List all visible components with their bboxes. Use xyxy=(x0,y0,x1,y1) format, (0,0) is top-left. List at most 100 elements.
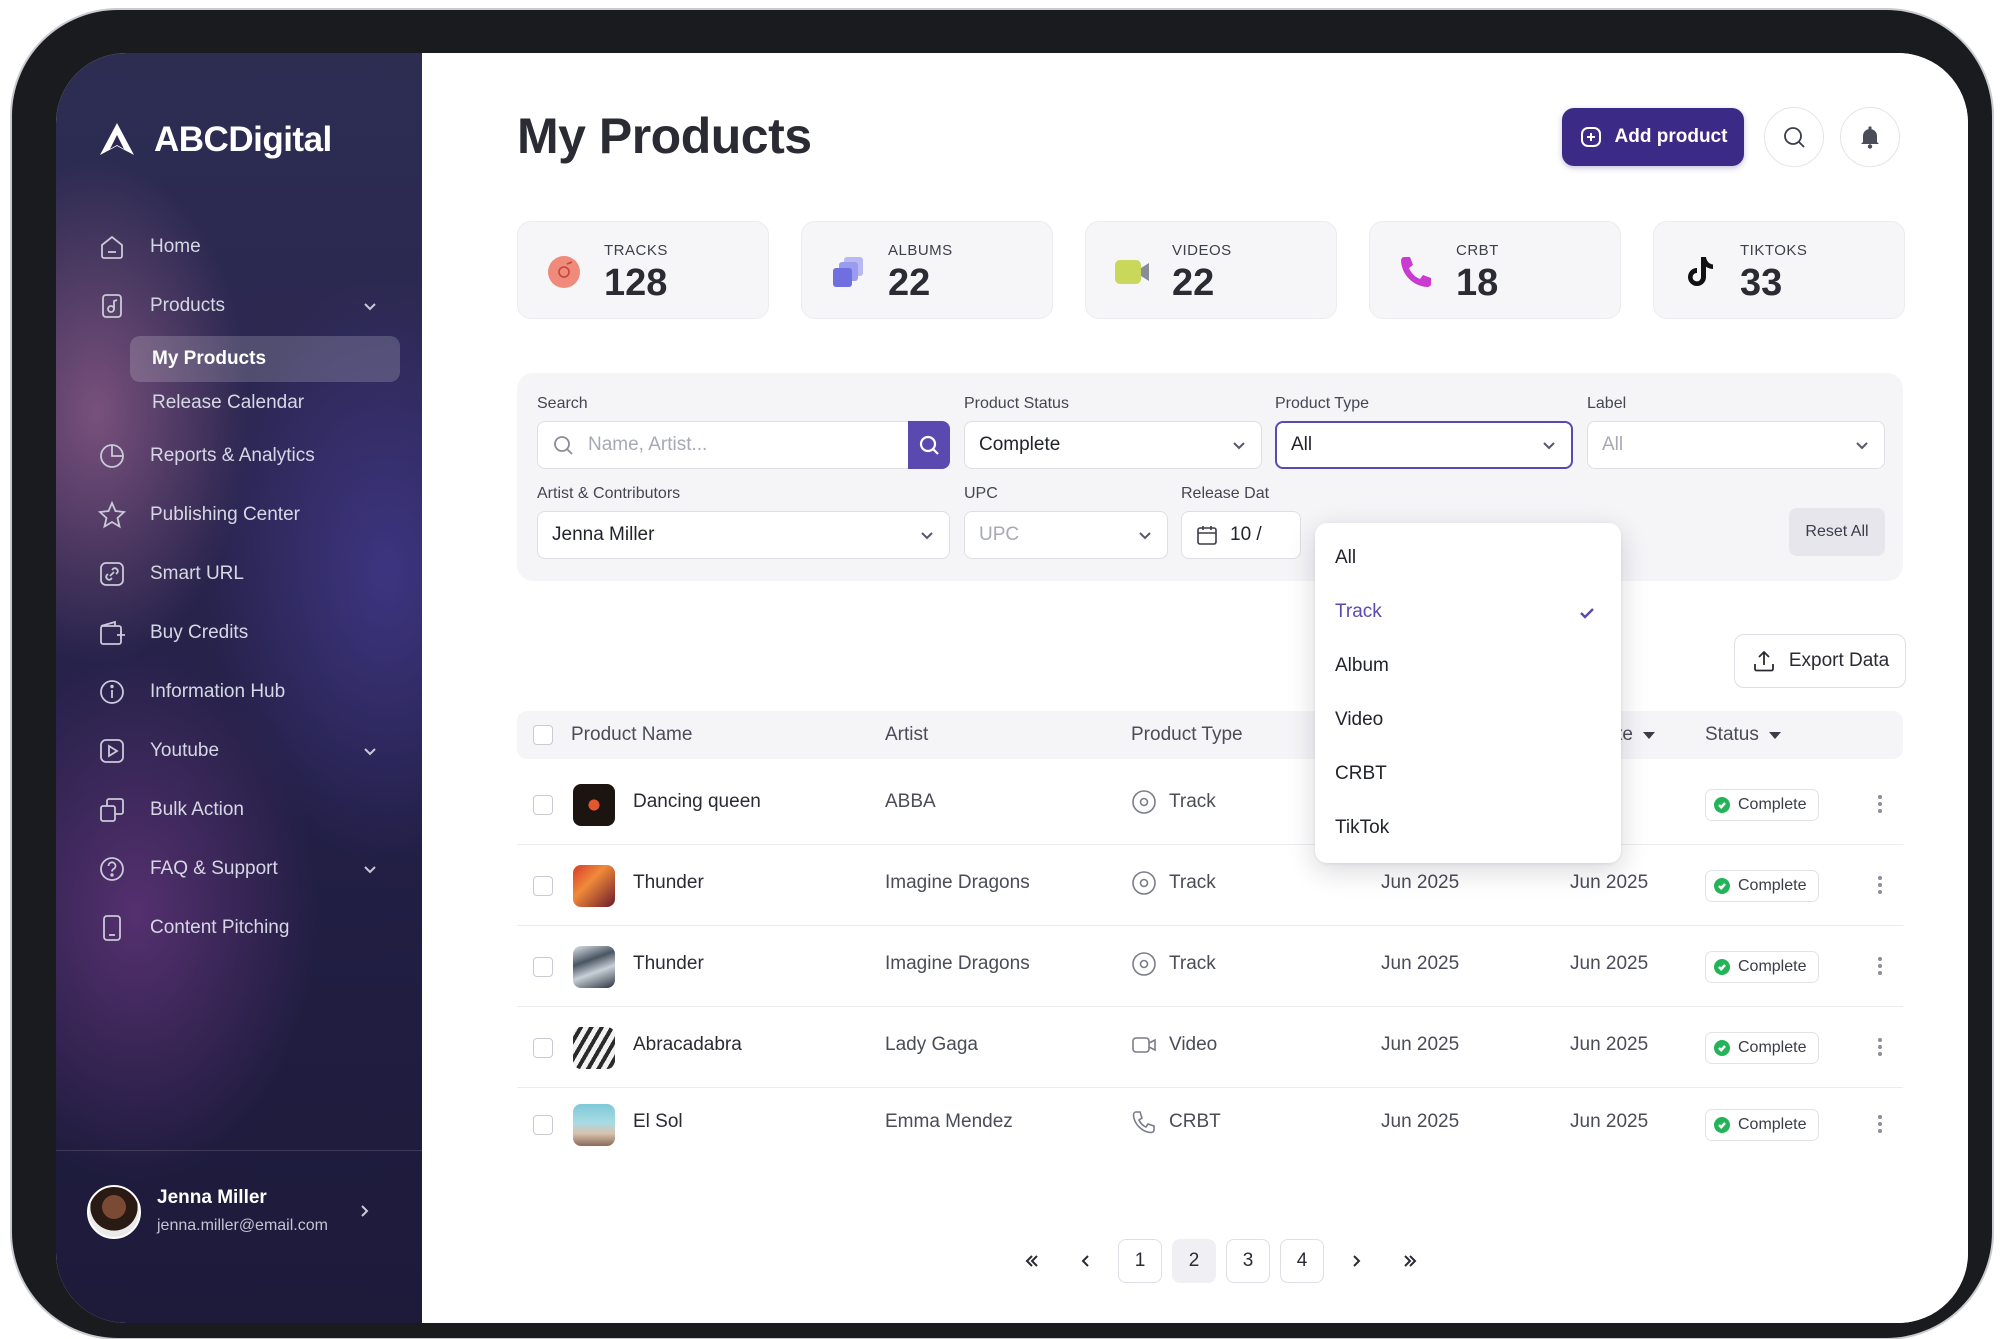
sidebar-item-label: Reports & Analytics xyxy=(150,445,315,466)
table-row[interactable]: Thunder Imagine Dragons Track Jun 2025 J… xyxy=(517,927,1903,1007)
column-product-name[interactable]: Product Name xyxy=(571,724,692,746)
sidebar-item-reports[interactable]: Reports & Analytics xyxy=(96,434,392,478)
search-button[interactable] xyxy=(1764,107,1824,167)
sidebar-subitem-my-products[interactable]: My Products xyxy=(130,336,400,382)
first-page-button[interactable] xyxy=(1010,1239,1054,1283)
page-button[interactable]: 1 xyxy=(1118,1239,1162,1283)
column-product-type[interactable]: Product Type xyxy=(1131,724,1243,746)
release-date-input[interactable]: 10 / xyxy=(1181,511,1301,559)
sidebar-item-buy-credits[interactable]: Buy Credits xyxy=(96,611,392,655)
product-type-select[interactable]: All xyxy=(1275,421,1573,469)
page-button-current[interactable]: 2 xyxy=(1172,1239,1216,1283)
sidebar-item-publishing[interactable]: Publishing Center xyxy=(96,493,392,537)
chevron-down-icon[interactable] xyxy=(362,298,378,314)
sidebar-item-faq-support[interactable]: FAQ & Support xyxy=(96,847,392,891)
search-input[interactable]: Name, Artist... xyxy=(537,421,950,469)
product-status-select[interactable]: Complete xyxy=(964,421,1262,469)
stat-card-tracks[interactable]: TRACKS 128 xyxy=(517,221,769,319)
product-name[interactable]: Thunder xyxy=(633,953,704,974)
user-profile[interactable]: Jenna Miller jenna.miller@email.com xyxy=(56,1150,422,1323)
pie-chart-icon xyxy=(96,440,128,472)
label-select[interactable]: All xyxy=(1587,421,1885,469)
album-thumbnail xyxy=(573,865,615,907)
status-badge: Complete xyxy=(1705,789,1820,821)
table-row[interactable]: Dancing queen ABBA Track 25 Complete xyxy=(517,765,1903,845)
product-name[interactable]: Thunder xyxy=(633,872,704,893)
page-button[interactable]: 3 xyxy=(1226,1239,1270,1283)
dropdown-option-album[interactable]: Album xyxy=(1315,639,1621,693)
search-submit-button[interactable] xyxy=(908,421,950,469)
sidebar-item-information-hub[interactable]: Information Hub xyxy=(96,670,392,714)
option-label: All xyxy=(1335,547,1357,568)
row-checkbox[interactable] xyxy=(533,1115,553,1135)
chevron-down-icon[interactable] xyxy=(362,743,378,759)
dropdown-option-all[interactable]: All xyxy=(1315,531,1621,585)
search-icon xyxy=(1784,127,1805,148)
row-menu-icon[interactable] xyxy=(1875,1111,1885,1137)
sidebar-item-content-pitching[interactable]: Content Pitching xyxy=(96,906,392,950)
last-page-button[interactable] xyxy=(1388,1239,1432,1283)
reset-all-button[interactable]: Reset All xyxy=(1789,508,1885,556)
check-icon xyxy=(1714,797,1730,813)
tiktok-icon xyxy=(1680,252,1720,292)
sidebar-item-label: Content Pitching xyxy=(150,917,290,938)
artist-select[interactable]: Jenna Miller xyxy=(537,511,950,559)
row-checkbox[interactable] xyxy=(533,1038,553,1058)
row-menu-icon[interactable] xyxy=(1875,953,1885,979)
add-product-button[interactable]: Add product xyxy=(1562,108,1744,166)
product-type-label: Track xyxy=(1169,791,1216,812)
next-page-button[interactable] xyxy=(1334,1239,1378,1283)
option-label: TikTok xyxy=(1335,817,1390,838)
sidebar-item-smart-url[interactable]: Smart URL xyxy=(96,552,392,596)
stat-card-videos[interactable]: VIDEOS 22 xyxy=(1085,221,1337,319)
stat-card-albums[interactable]: ALBUMS 22 xyxy=(801,221,1053,319)
select-all-checkbox[interactable] xyxy=(533,725,553,745)
product-name[interactable]: Dancing queen xyxy=(633,791,761,812)
page-button[interactable]: 4 xyxy=(1280,1239,1324,1283)
stat-value: 128 xyxy=(604,262,668,304)
sidebar-item-label: Products xyxy=(150,295,225,316)
products-icon xyxy=(96,290,128,322)
sidebar-item-youtube[interactable]: Youtube xyxy=(96,729,392,773)
sidebar-item-bulk-action[interactable]: Bulk Action xyxy=(96,788,392,832)
dropdown-option-video[interactable]: Video xyxy=(1315,693,1621,747)
dropdown-option-tiktok[interactable]: TikTok xyxy=(1315,801,1621,855)
table-row[interactable]: Abracadabra Lady Gaga Video Jun 2025 Jun… xyxy=(517,1008,1903,1088)
table-row[interactable]: Thunder Imagine Dragons Track Jun 2025 J… xyxy=(517,846,1903,926)
stat-card-crbt[interactable]: CRBT 18 xyxy=(1369,221,1621,319)
notifications-button[interactable] xyxy=(1840,107,1900,167)
chevron-right-icon[interactable] xyxy=(356,1203,372,1219)
product-name[interactable]: El Sol xyxy=(633,1111,683,1132)
artist-value: Jenna Miller xyxy=(552,524,655,545)
row-menu-icon[interactable] xyxy=(1875,1034,1885,1060)
upc-select[interactable]: UPC xyxy=(964,511,1168,559)
column-artist[interactable]: Artist xyxy=(885,724,928,746)
column-status[interactable]: Status xyxy=(1705,724,1781,746)
row-checkbox[interactable] xyxy=(533,795,553,815)
sidebar-item-products[interactable]: Products xyxy=(96,284,392,328)
sidebar-item-label: Information Hub xyxy=(150,681,286,702)
row-menu-icon[interactable] xyxy=(1875,791,1885,817)
dropdown-option-track[interactable]: Track xyxy=(1315,585,1621,639)
sidebar-item-label: Smart URL xyxy=(150,563,244,584)
chevron-down-icon xyxy=(919,527,935,543)
stat-label: CRBT xyxy=(1456,242,1499,259)
row-menu-icon[interactable] xyxy=(1875,872,1885,898)
table-row[interactable]: El Sol Emma Mendez CRBT Jun 2025 Jun 202… xyxy=(517,1085,1903,1165)
sidebar-subitem-label: Release Calendar xyxy=(152,392,305,413)
stat-card-tiktoks[interactable]: TIKTOKS 33 xyxy=(1653,221,1905,319)
chevron-down-icon[interactable] xyxy=(362,861,378,877)
product-name[interactable]: Abracadabra xyxy=(633,1034,742,1055)
sidebar-subitem-release-calendar[interactable]: Release Calendar xyxy=(130,380,400,426)
previous-page-button[interactable] xyxy=(1064,1239,1108,1283)
product-type: Track xyxy=(1131,951,1216,977)
dropdown-option-crbt[interactable]: CRBT xyxy=(1315,747,1621,801)
row-checkbox[interactable] xyxy=(533,876,553,896)
status-badge: Complete xyxy=(1705,870,1820,902)
sidebar-item-home[interactable]: Home xyxy=(96,225,392,269)
export-data-button[interactable]: Export Data xyxy=(1734,634,1906,688)
question-icon xyxy=(96,853,128,885)
brand-logo[interactable]: ABCDigital xyxy=(96,119,332,161)
row-checkbox[interactable] xyxy=(533,957,553,977)
stat-label: ALBUMS xyxy=(888,242,953,259)
